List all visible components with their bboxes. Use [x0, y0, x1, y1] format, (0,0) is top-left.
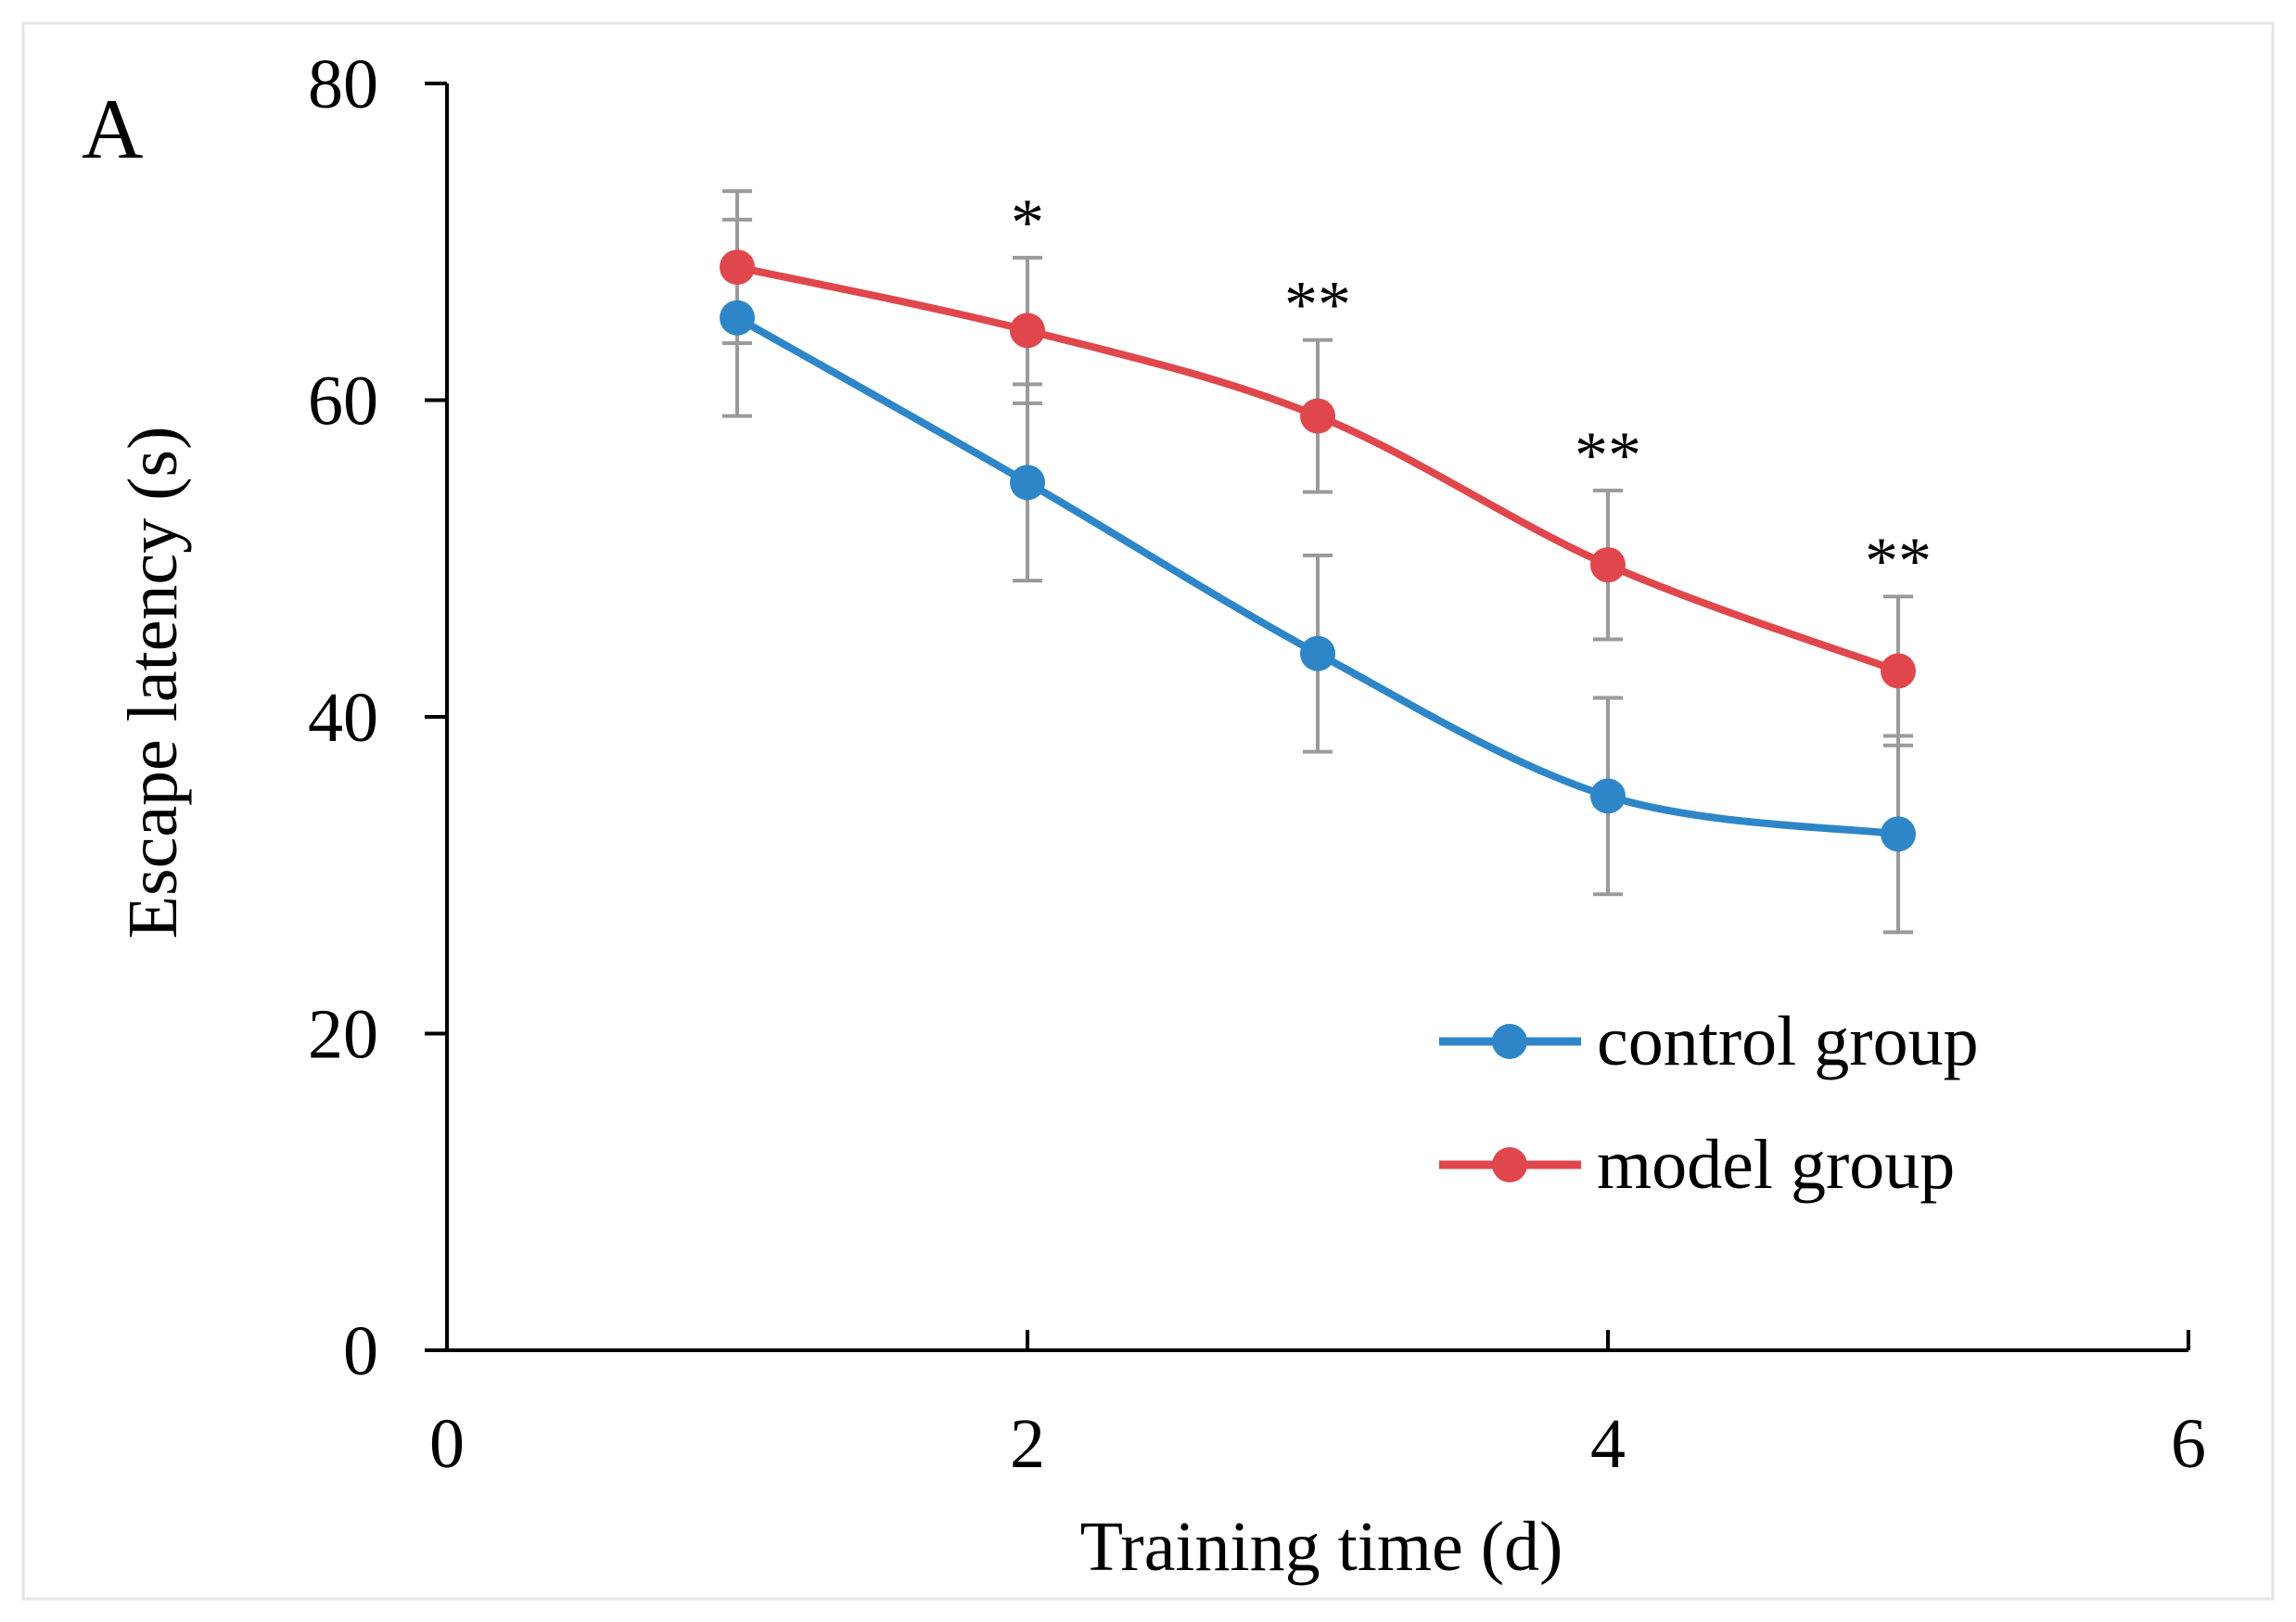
y-tick-label: 60: [308, 363, 378, 441]
data-point-model: [720, 249, 755, 286]
y-axis-label: Escape latency (s): [114, 427, 192, 939]
data-point-model: [1300, 398, 1335, 434]
legend-entry-model: model group: [1439, 1126, 1955, 1204]
significance-annotations: *******: [1011, 185, 1932, 598]
data-point-model: [1590, 547, 1626, 583]
legend-control-label: control group: [1597, 1003, 1979, 1080]
x-tick-label: 2: [1010, 1405, 1045, 1483]
legend-control-marker: [1492, 1024, 1527, 1059]
x-axis-label: Training time (d): [1080, 1508, 1563, 1586]
significance-marker: *: [1011, 185, 1044, 260]
panel-label: A: [82, 82, 143, 176]
x-tick-label: 0: [429, 1405, 465, 1483]
y-tick-label: 80: [308, 45, 378, 123]
data-point-control: [1010, 465, 1045, 501]
significance-marker: **: [1865, 524, 1932, 598]
x-tick-label: 6: [2171, 1405, 2206, 1483]
data-point-control: [1881, 816, 1916, 852]
y-tick-label: 0: [343, 1312, 378, 1390]
data-markers: [720, 249, 1916, 852]
significance-marker: **: [1575, 418, 1641, 492]
data-point-control: [1300, 635, 1335, 671]
data-point-control: [720, 300, 755, 336]
legend-model-label: model group: [1597, 1126, 1955, 1204]
y-tick-label: 20: [308, 996, 378, 1074]
x-tick-label: 4: [1590, 1405, 1626, 1483]
significance-marker: **: [1284, 268, 1351, 342]
legend-entry-control: control group: [1439, 1003, 1979, 1080]
data-point-model: [1881, 653, 1916, 689]
legend: control group model group: [1439, 1003, 1979, 1204]
data-point-control: [1590, 778, 1626, 814]
data-point-model: [1010, 313, 1045, 349]
axes: 0 20 40 60 80 0 2 4 6: [308, 45, 2206, 1483]
legend-model-marker: [1492, 1147, 1527, 1182]
y-tick-label: 40: [308, 679, 378, 757]
